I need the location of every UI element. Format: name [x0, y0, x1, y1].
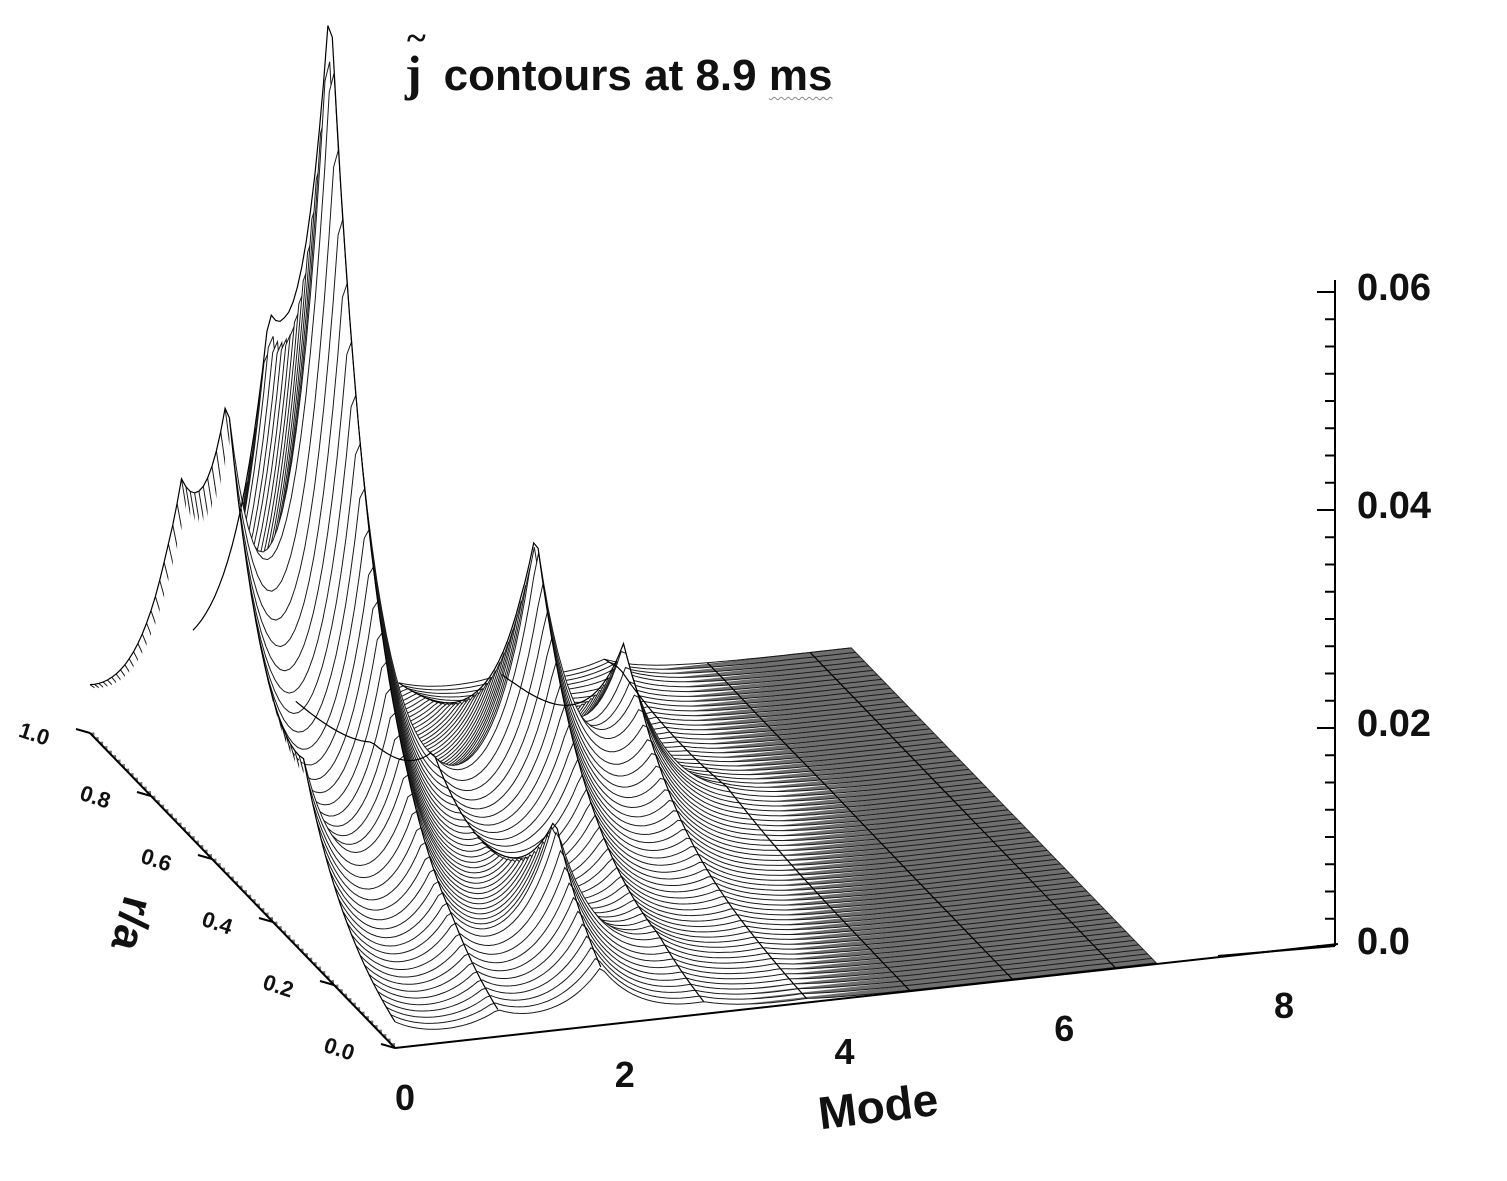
y-tick-label: 0.6: [138, 843, 175, 876]
axes: [75, 280, 1339, 1049]
chart-title: ~ j contours at 8.9 ms: [405, 18, 832, 98]
surface-line: [377, 923, 1139, 1006]
x-tick-label: 4: [834, 1031, 854, 1072]
surface-mesh: [88, 25, 1158, 1049]
surface-line: [390, 957, 1152, 1024]
z-tick-label: 0.06: [1357, 267, 1431, 309]
surface-line: [289, 711, 1052, 881]
surface-line: [294, 734, 1057, 886]
surface-line: [337, 840, 1100, 939]
y-tick: [136, 791, 152, 797]
y-tick: [197, 854, 213, 860]
surface-fill-strip: [273, 601, 1035, 922]
y-tick-label: 0.2: [260, 969, 297, 1002]
surface-line: [298, 755, 1061, 891]
surface-line: [386, 946, 1148, 1018]
surface-line: [320, 838, 1083, 917]
y-tick-label: 0.4: [199, 906, 237, 939]
j-tilde-symbol: ~ j: [405, 18, 426, 101]
surface-line: [381, 935, 1144, 1012]
y-tick: [319, 980, 335, 986]
chart-title-text: contours at 8.9 ms: [443, 51, 833, 100]
surface-line: [368, 896, 1131, 992]
y-axis-label: r/a: [101, 891, 162, 956]
surface-line: [364, 882, 1126, 985]
surface-mode-line: [604, 658, 910, 991]
z-tick-label: 0.02: [1357, 703, 1431, 745]
y-tick: [380, 1043, 396, 1049]
y-tick: [75, 728, 91, 734]
y-tick-label: 0.8: [77, 780, 114, 813]
surface-line: [268, 565, 1030, 856]
surface-line: [311, 801, 1074, 906]
surface-mode-line: [398, 541, 705, 1002]
x-tick-label: 8: [1274, 985, 1294, 1026]
surface-line: [307, 780, 1070, 901]
surface-line: [281, 660, 1044, 871]
surface-line: [324, 853, 1087, 922]
surface-line: [329, 850, 1091, 928]
y-tick-label: 1.0: [16, 717, 53, 750]
surface-line: [372, 910, 1135, 999]
surface-line: [276, 631, 1039, 866]
z-tick-label: 0.04: [1357, 485, 1431, 527]
surface-mode-line: [501, 641, 807, 999]
surface-mode-line: [706, 662, 1013, 980]
surface-mode-line: [295, 700, 602, 968]
surface-line: [285, 687, 1048, 876]
surface-line: [303, 758, 1065, 896]
y-tick-label: 0.0: [321, 1032, 358, 1065]
x-axis-line: [394, 943, 1339, 1049]
x-tick-label: 6: [1054, 1008, 1074, 1049]
surface-line: [351, 831, 1113, 963]
surface-mode-line: [192, 25, 499, 1010]
surface-line: [355, 849, 1118, 970]
surface-line: [272, 600, 1035, 861]
surface-line: [333, 846, 1096, 933]
y-tick: [258, 917, 274, 923]
surface-line: [342, 834, 1105, 947]
y-axis-line: [89, 732, 396, 1049]
z-base-line: [1217, 945, 1336, 957]
z-tick-label: 0.0: [1357, 921, 1410, 963]
surface-line: [346, 826, 1109, 955]
surface-fill-strip: [137, 520, 900, 783]
surface-mode-line: [809, 651, 1116, 968]
surface-line: [316, 820, 1078, 911]
x-axis-label: Mode: [815, 1073, 941, 1139]
surface-mode-line: [89, 406, 396, 1023]
x-tick-label: 0: [395, 1077, 415, 1118]
surface-line: [359, 866, 1122, 978]
x-tick-label: 2: [615, 1054, 635, 1095]
